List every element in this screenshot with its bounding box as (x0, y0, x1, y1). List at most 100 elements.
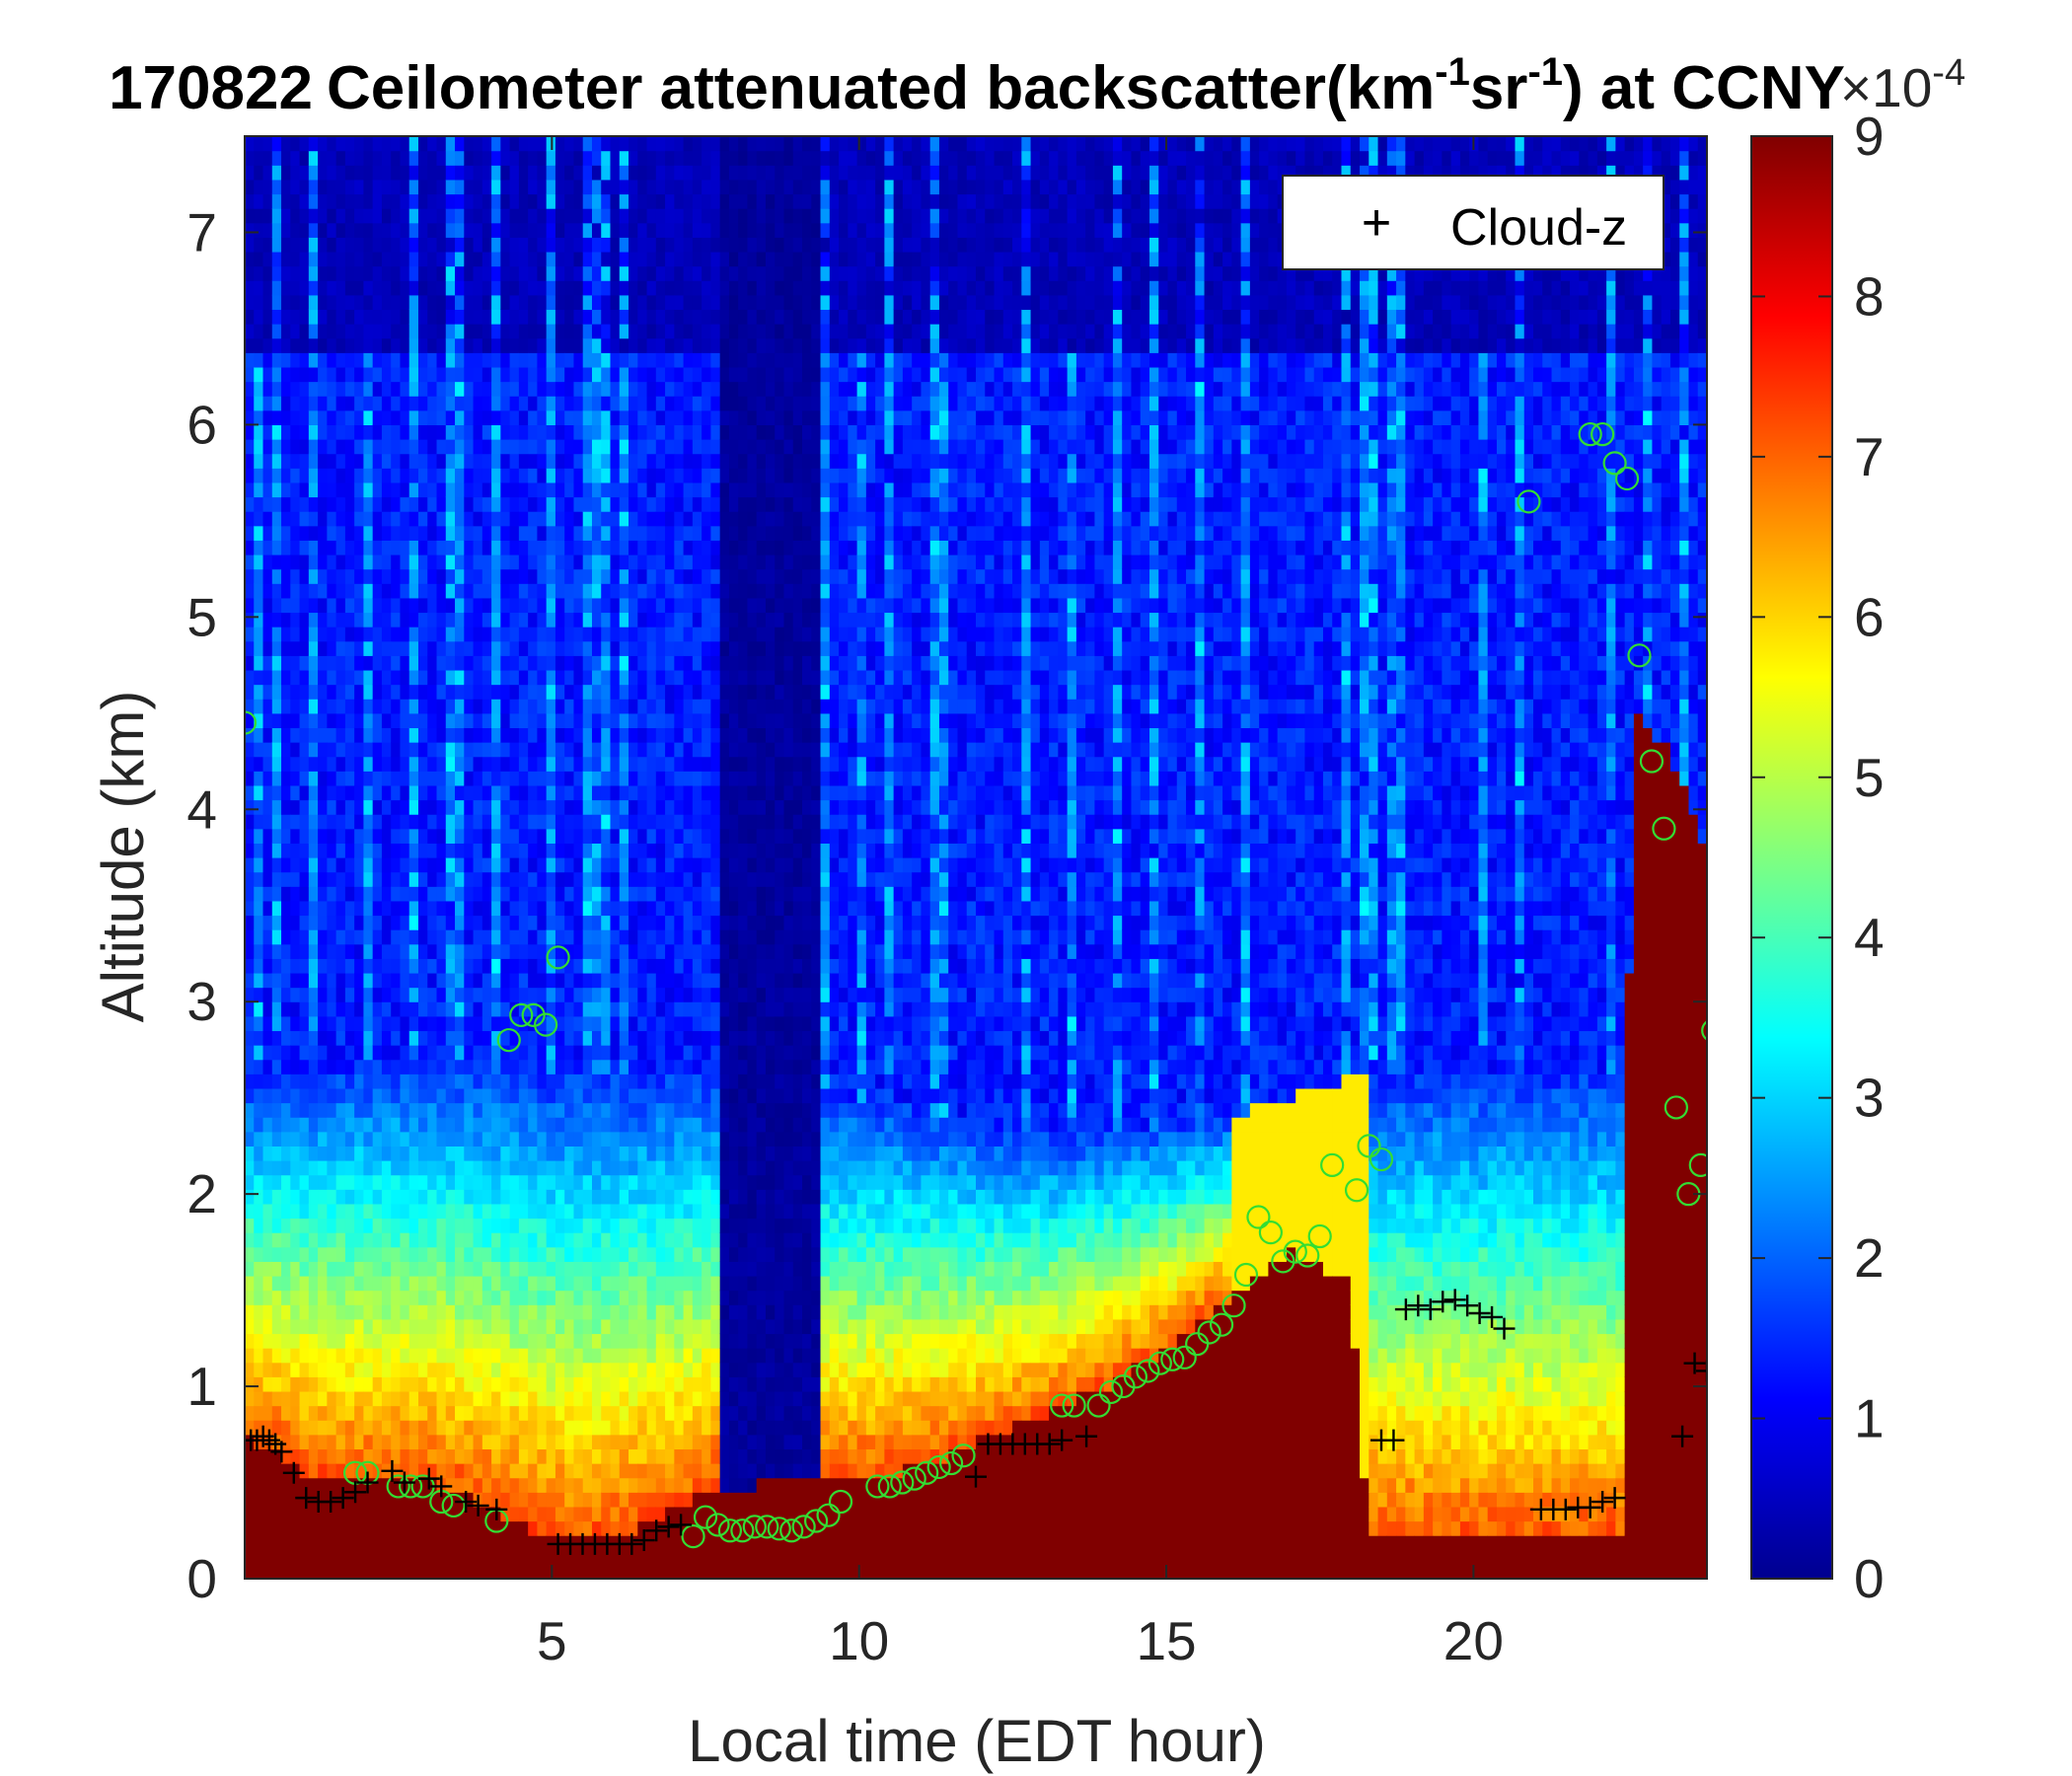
heatmap-cell (299, 1087, 310, 1104)
heatmap-cell (537, 1477, 548, 1493)
heatmap-cell (637, 1376, 648, 1392)
heatmap-cell (591, 280, 602, 296)
heatmap-cell (417, 1131, 428, 1147)
heatmap-cell (481, 222, 492, 238)
heatmap-cell (637, 265, 648, 281)
heatmap-cell (372, 756, 383, 772)
heatmap-cell (245, 481, 255, 498)
heatmap-cell (363, 655, 374, 671)
heatmap-cell (400, 453, 410, 469)
heatmap-cell (254, 208, 264, 224)
heatmap-cell (555, 958, 565, 974)
heatmap-cell (481, 453, 492, 469)
heatmap-cell (610, 1448, 621, 1464)
heatmap-cell (601, 1131, 612, 1147)
heatmap-cell (464, 294, 475, 311)
heatmap-cell (327, 1203, 337, 1220)
heatmap-cell (683, 1420, 694, 1436)
heatmap-cell (610, 396, 621, 411)
heatmap-cell (455, 857, 465, 873)
heatmap-cell (427, 1073, 438, 1089)
heatmap-cell (381, 943, 392, 959)
heatmap-cell (637, 1348, 648, 1364)
heatmap-cell (665, 972, 675, 989)
heatmap-cell (391, 222, 402, 238)
heatmap-cell (445, 1348, 456, 1364)
heatmap-cell (683, 1015, 694, 1032)
heatmap-cell (655, 237, 666, 253)
heatmap-cell (610, 294, 621, 311)
heatmap-cell (528, 396, 538, 411)
heatmap-cell (509, 784, 520, 801)
heatmap-cell (327, 1001, 337, 1017)
heatmap-cell (308, 1117, 319, 1133)
heatmap-cell (354, 871, 365, 887)
heatmap-cell (537, 915, 548, 930)
heatmap-cell (427, 857, 438, 873)
heatmap-cell (528, 337, 538, 353)
heatmap-cell (427, 1174, 438, 1190)
heatmap-cell (308, 1045, 319, 1061)
heatmap-cell (445, 1045, 456, 1061)
heatmap-cell (245, 1174, 255, 1190)
heatmap-cell (318, 1001, 328, 1017)
heatmap-cell (308, 1203, 319, 1220)
heatmap-cell (610, 179, 621, 195)
heatmap-cell (318, 871, 328, 887)
heatmap-cell (335, 324, 346, 339)
heatmap-cell (327, 208, 337, 224)
heatmap-cell (481, 684, 492, 700)
heatmap-cell (674, 280, 685, 296)
heatmap-cell (245, 381, 255, 397)
heatmap-cell (245, 1246, 255, 1262)
heatmap-cell (290, 294, 301, 311)
heatmap-cell (254, 1564, 264, 1579)
heatmap-cell (655, 381, 666, 397)
heatmap-cell (290, 583, 301, 599)
heatmap-cell (655, 1275, 666, 1292)
heatmap-cell (518, 381, 529, 397)
heatmap-cell (637, 886, 648, 902)
heatmap-cell (290, 468, 301, 483)
heatmap-cell (363, 1304, 374, 1320)
heatmap-cell (254, 972, 264, 989)
heatmap-cell (427, 915, 438, 930)
heatmap-cell (692, 771, 703, 786)
heatmap-cell (327, 684, 337, 700)
heatmap-cell (546, 699, 556, 714)
heatmap-cell (564, 727, 575, 743)
heatmap-cell (245, 1030, 255, 1046)
heatmap-cell (281, 1333, 291, 1349)
heatmap-cell (299, 640, 310, 656)
heatmap-cell (692, 1160, 703, 1176)
heatmap-cell (262, 958, 273, 974)
heatmap-cell (473, 179, 483, 195)
heatmap-cell (400, 554, 410, 570)
heatmap-cell (629, 1492, 638, 1508)
heatmap-cell (254, 540, 264, 555)
heatmap-cell (417, 324, 428, 339)
heatmap-cell (281, 727, 291, 743)
heatmap-cell (271, 857, 282, 873)
heatmap-cell (473, 771, 483, 786)
heatmap-cell (335, 1160, 346, 1176)
heatmap-cell (427, 1304, 438, 1320)
heatmap-cell (582, 540, 593, 555)
heatmap-cell (281, 640, 291, 656)
heatmap-cell (299, 468, 310, 483)
heatmap-cell (665, 1390, 675, 1407)
heatmap-cell (481, 1348, 492, 1364)
heatmap-cell (473, 222, 483, 238)
heatmap-cell (400, 568, 410, 584)
heatmap-cell (445, 1333, 456, 1349)
heatmap-cell (344, 784, 355, 801)
heatmap-cell (692, 554, 703, 570)
heatmap-cell (564, 165, 575, 181)
heatmap-cell (582, 222, 593, 238)
heatmap-cell (473, 1564, 483, 1579)
heatmap-cell (391, 1535, 402, 1551)
heatmap-cell (509, 439, 520, 455)
heatmap-cell (436, 1102, 447, 1118)
heatmap-cell (665, 309, 675, 325)
heatmap-cell (262, 554, 273, 570)
